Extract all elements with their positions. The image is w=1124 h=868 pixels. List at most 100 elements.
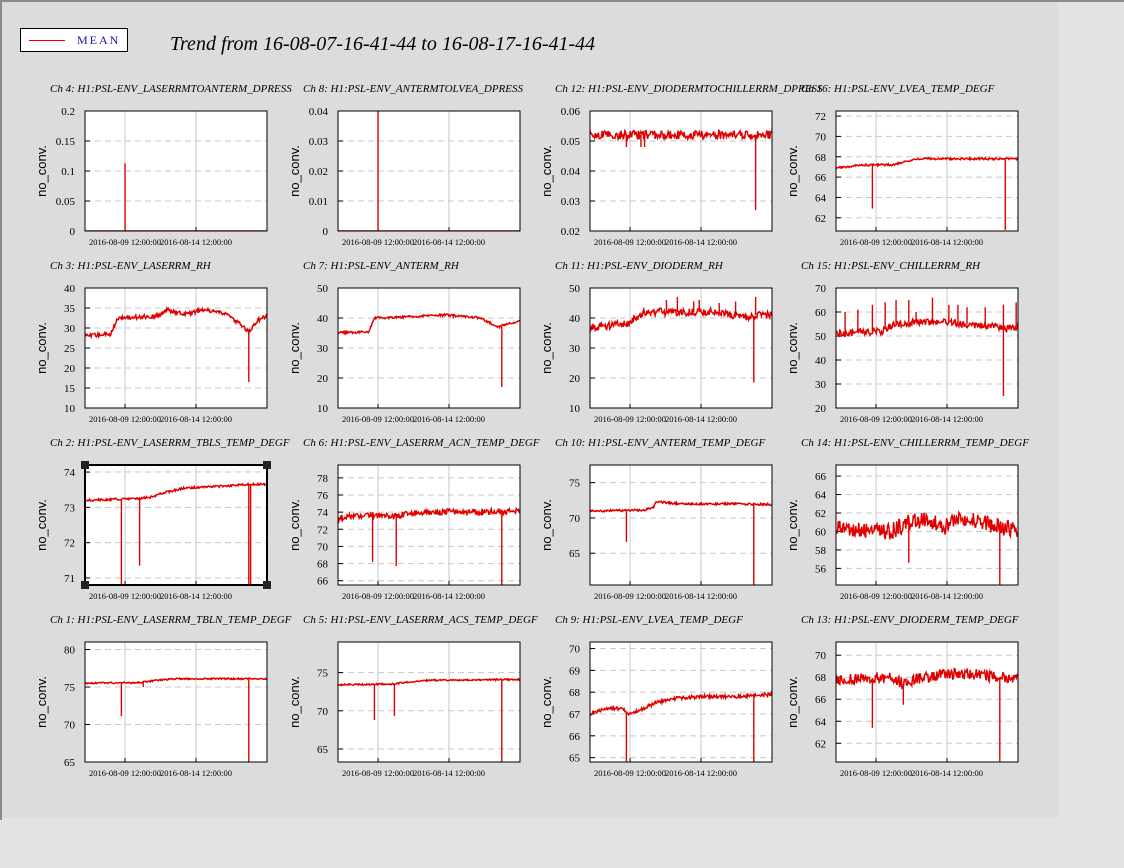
y-tick-label: 10 [569,403,581,415]
y-tick-label: 75 [64,682,76,694]
chart-panel: Ch 10: H1:PSL-ENV_ANTERM_TEMP_DEGF 75 70 65… [539,437,773,601]
y-tick-label: 60 [815,526,827,538]
chart-panel: Ch 2: H1:PSL-ENV_LASERRM_TBLS_TEMP_DEGF 7… [34,437,290,601]
chart-panel: Ch 7: H1:PSL-ENV_ANTERM_RH 50 40 30 20 10 no_c… [287,260,521,424]
y-tick-label: 68 [569,687,581,699]
plot-frame [589,641,773,763]
x-tick-label: 2016-08-14 12:00:00 [665,414,737,424]
plot-area[interactable] [338,642,520,762]
y-tick-label: 70 [815,650,827,662]
y-tick-label: 30 [64,323,76,335]
y-tick-label: 0 [323,226,329,238]
plot-frame [835,464,1019,586]
plot-area[interactable] [338,465,520,585]
series-line [590,305,772,333]
y-tick-label: 76 [317,490,329,502]
y-tick-label: 62 [815,738,826,750]
plot-area[interactable] [590,465,772,585]
y-tick-label: 56 [815,563,827,575]
plot-frame [337,110,521,232]
plot-frame [84,641,268,763]
plot-area[interactable] [85,465,267,585]
plot-area[interactable] [85,642,267,762]
y-tick-label: 60 [815,307,827,319]
plot-frame [84,287,268,409]
y-tick-label: 68 [815,152,827,164]
plot-frame [589,287,773,409]
y-tick-label: 67 [569,709,581,721]
y-tick-label: 70 [317,706,329,718]
series-line [338,312,520,336]
chart-title: Ch 1: H1:PSL-ENV_LASERRM_TBLN_TEMP_DEGF [50,614,292,626]
y-tick-label: 0.02 [561,226,580,238]
series-line [836,510,1018,540]
window-top-border [0,0,1124,2]
y-tick-label: 80 [64,645,76,657]
x-tick-label: 2016-08-09 12:00:00 [594,591,666,601]
selection-handle[interactable] [81,461,89,469]
plot-frame [835,641,1019,763]
y-tick-label: 40 [569,313,581,325]
x-tick-label: 2016-08-14 12:00:00 [413,414,485,424]
plot-frame [337,287,521,409]
y-tick-label: 62 [815,213,826,225]
y-tick-label: 10 [317,403,329,415]
y-tick-label: 58 [815,545,827,557]
plot-area[interactable] [836,111,1018,231]
chart-title: Ch 16: H1:PSL-ENV_LVEA_TEMP_DEGF [801,83,995,95]
selection-border [84,464,268,586]
y-tick-label: 64 [815,490,827,502]
y-axis-label: no_conv. [785,322,800,374]
chart-title: Ch 14: H1:PSL-ENV_CHILLERRM_TEMP_DEGF [801,437,1029,449]
plot-frame [337,464,521,586]
x-tick-label: 2016-08-09 12:00:00 [89,237,161,247]
plot-area[interactable] [590,642,772,762]
selection-handle[interactable] [263,461,271,469]
chart-panel: Ch 1: H1:PSL-ENV_LASERRM_TBLN_TEMP_DEGF 8… [34,614,292,778]
series-line [836,317,1018,338]
x-tick-label: 2016-08-09 12:00:00 [594,768,666,778]
y-axis-label: no_conv. [287,676,302,728]
x-tick-label: 2016-08-09 12:00:00 [89,591,161,601]
y-tick-label: 70 [569,513,581,525]
y-tick-label: 71 [64,573,75,585]
y-tick-label: 50 [815,331,827,343]
series-line [338,505,520,524]
series-line [85,306,267,340]
y-tick-label: 65 [317,744,329,756]
chart-panel: Ch 9: H1:PSL-ENV_LVEA_TEMP_DEGF 70 69 68 67 6… [539,614,773,778]
chart-title: Ch 15: H1:PSL-ENV_CHILLERRM_RH [801,260,981,272]
plot-area[interactable] [836,642,1018,762]
chart-title: Ch 9: H1:PSL-ENV_LVEA_TEMP_DEGF [555,614,743,626]
x-tick-label: 2016-08-09 12:00:00 [594,414,666,424]
chart-title: Ch 2: H1:PSL-ENV_LASERRM_TBLS_TEMP_DEGF [50,437,290,449]
y-tick-label: 0 [70,226,76,238]
chart-panel: Ch 4: H1:PSL-ENV_LASERRMTOANTERM_DPRESS 0… [34,83,292,247]
y-tick-label: 0.02 [309,166,328,178]
plot-area[interactable] [836,288,1018,408]
x-tick-label: 2016-08-09 12:00:00 [840,768,912,778]
y-tick-label: 66 [815,471,827,483]
chart-title: Ch 13: H1:PSL-ENV_DIODERM_TEMP_DEGF [801,614,1019,626]
y-tick-label: 20 [815,403,827,415]
series-line [590,500,772,513]
selection-handle[interactable] [81,581,89,589]
y-tick-label: 50 [569,283,581,295]
chart-title: Ch 11: H1:PSL-ENV_DIODERM_RH [555,260,724,272]
window-left-border [0,0,2,820]
y-tick-label: 78 [317,473,329,485]
legend[interactable]: MEAN [20,28,128,52]
y-tick-label: 64 [815,192,827,204]
x-tick-label: 2016-08-09 12:00:00 [594,237,666,247]
y-axis-label: no_conv. [539,322,554,374]
selection-handle[interactable] [263,581,271,589]
y-tick-label: 72 [815,111,826,123]
series-line [338,677,520,687]
plot-frame [835,110,1019,232]
chart-title: Ch 3: H1:PSL-ENV_LASERRM_RH [50,260,212,272]
x-tick-label: 2016-08-14 12:00:00 [911,237,983,247]
y-axis-label: no_conv. [539,676,554,728]
y-tick-label: 70 [569,644,581,656]
y-tick-label: 68 [317,559,329,571]
